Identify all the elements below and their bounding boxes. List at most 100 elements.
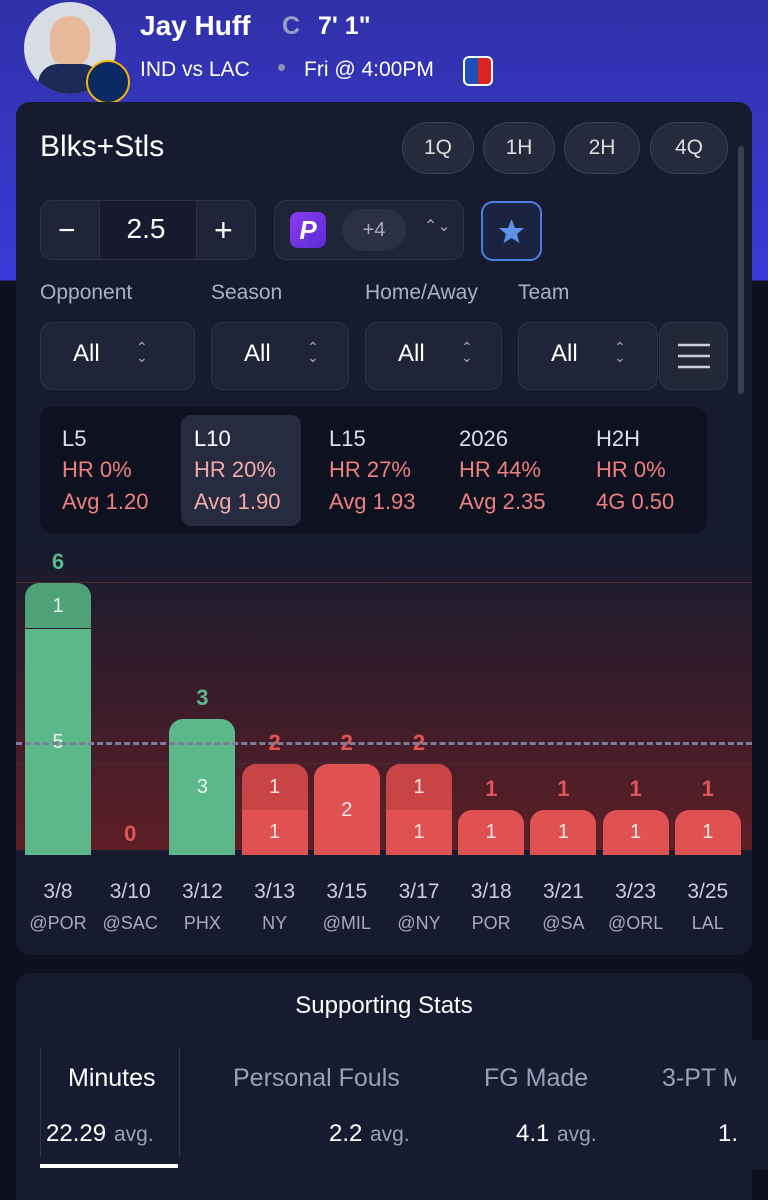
filter-value: All: [73, 340, 100, 367]
game-date: 3/15: [326, 880, 368, 903]
settings-button[interactable]: [659, 322, 728, 390]
height: 7' 1": [318, 12, 371, 40]
split-hit-rate: HR 44%: [459, 457, 541, 482]
period-tab[interactable]: 1Q: [402, 122, 474, 174]
filter-label: Season: [211, 281, 283, 304]
stat-value: 4.1: [516, 1120, 550, 1147]
chevron: ⌃⌄: [136, 339, 148, 365]
line-value[interactable]: 2.5: [126, 213, 166, 244]
total-label: 0: [124, 821, 137, 846]
grid-line: [16, 582, 752, 583]
game-time: Fri @ 4:00PM: [304, 58, 434, 81]
bar-segment: [241, 764, 308, 810]
line-stepper: [40, 200, 256, 260]
game-opponent: @SAC: [102, 913, 158, 933]
game-opponent: @SA: [542, 913, 585, 933]
filter-dropdown[interactable]: [518, 322, 658, 390]
stat-name[interactable]: Personal Fouls: [233, 1064, 400, 1092]
splits-panel: [40, 407, 707, 533]
bar-segment: [313, 764, 380, 855]
filter-label: Opponent: [40, 281, 133, 304]
game-date: 3/23: [615, 880, 657, 903]
increase-button[interactable]: +: [214, 212, 233, 248]
chevron: ⌃⌄: [614, 339, 626, 365]
period-tab[interactable]: 4Q: [650, 122, 728, 174]
bar-segment: [602, 809, 669, 855]
split-name[interactable]: 2026: [459, 426, 508, 451]
market-title: Blks+Stls: [40, 130, 165, 163]
split-average: Avg 2.35: [459, 489, 546, 514]
stat-value: 2.2: [329, 1120, 363, 1147]
more-books: +4: [342, 209, 406, 251]
fade: [736, 1040, 768, 1170]
avatar: [24, 2, 116, 94]
prop-line: [16, 741, 752, 745]
game-date: 3/18: [470, 880, 512, 903]
segment-label: 1: [413, 776, 425, 799]
split-hit-rate: HR 20%: [194, 457, 276, 482]
bar-segment: [386, 764, 452, 810]
split-name[interactable]: L15: [329, 426, 366, 451]
game-opponent: @MIL: [322, 913, 371, 933]
player-name: Jay Huff: [140, 10, 251, 41]
stat-unit: avg.: [370, 1123, 410, 1146]
filter-label: Home/Away: [365, 281, 478, 304]
segment-label: 1: [269, 776, 281, 799]
total-label: 1: [485, 775, 498, 801]
game-date: 3/12: [181, 880, 223, 903]
stat-unit: avg.: [557, 1123, 597, 1146]
game-date: 3/10: [109, 880, 151, 903]
segment-label: 1: [630, 821, 642, 844]
period-tab[interactable]: 1H: [483, 122, 555, 174]
stat-name[interactable]: FG Made: [484, 1064, 589, 1092]
game-opponent: NY: [262, 913, 288, 933]
book-logo: P: [290, 212, 326, 248]
game-date: 3/21: [542, 880, 584, 903]
chart-area: [16, 550, 752, 850]
bar-segment: [530, 809, 597, 855]
team-logo: [86, 60, 130, 104]
bar-segment: [458, 809, 525, 855]
stat-value: 22.29: [46, 1120, 107, 1147]
game-opponent: @POR: [29, 913, 87, 933]
total-label: 3: [196, 685, 209, 711]
matchup: IND vs LAC: [140, 58, 250, 81]
segment-label: 1: [557, 821, 569, 844]
favorite-button[interactable]: [481, 201, 542, 261]
game-opponent: POR: [471, 913, 511, 933]
grid-line: [16, 763, 752, 764]
filter-dropdown[interactable]: [211, 322, 349, 390]
split-average: Avg 1.90: [194, 489, 281, 514]
supporting-title: Supporting Stats: [295, 992, 473, 1019]
filter-dropdown[interactable]: [40, 322, 195, 390]
stat-name[interactable]: Minutes: [68, 1064, 156, 1092]
split-name[interactable]: H2H: [596, 426, 641, 451]
supporting-card: [16, 973, 752, 1200]
league-logo: [463, 56, 493, 86]
bar-segment: [25, 583, 91, 629]
split-name[interactable]: L5: [62, 426, 87, 451]
bar-segment: [241, 809, 308, 855]
segment-label: 1: [702, 821, 714, 844]
split-hit-rate: HR 0%: [596, 457, 666, 482]
decrease-button[interactable]: −: [58, 214, 76, 247]
chevron: ⌃⌄: [307, 339, 319, 365]
filter-value: All: [398, 340, 425, 367]
split-name[interactable]: L10: [194, 426, 231, 451]
split-average: Avg 1.20: [62, 489, 149, 514]
game-opponent: @NY: [397, 913, 441, 933]
bar-segment: [386, 809, 452, 855]
split-hit-rate: HR 0%: [62, 457, 132, 482]
game-date: 3/13: [254, 880, 296, 903]
position: C: [282, 12, 301, 40]
dot: [278, 64, 285, 71]
tab-underline: [40, 1164, 178, 1168]
game-date: 3/25: [687, 880, 729, 903]
filter-dropdown[interactable]: [365, 322, 502, 390]
game-opponent: PHX: [183, 913, 221, 933]
filter-value: All: [551, 340, 578, 367]
filter-value: All: [244, 340, 271, 367]
period-tab[interactable]: 2H: [564, 122, 640, 174]
selected-split: [181, 415, 301, 526]
